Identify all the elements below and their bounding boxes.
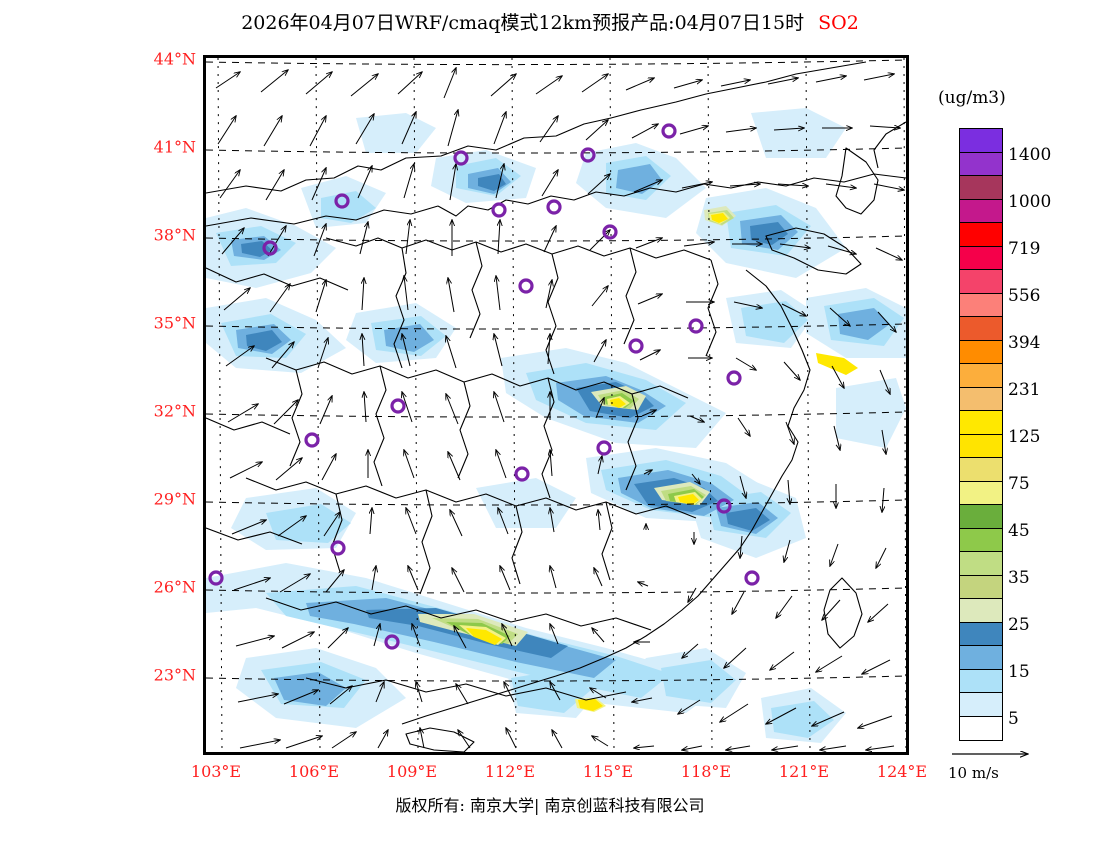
lat-label-44: 44°N [153,49,196,69]
graticule [206,58,906,752]
colorbar-band-8[interactable] [960,317,1002,341]
lon-label-124: 124°E [876,762,928,781]
y-tick-35 [203,326,206,328]
colorbar-band-1[interactable] [960,152,1002,176]
colorbar-band-7[interactable] [960,293,1002,317]
colorbar-band-10[interactable] [960,364,1002,388]
lon-label-121: 121°E [778,762,830,781]
y-tick-38 [203,238,206,240]
colorbar-label-719: 719 [1008,238,1041,259]
colorbar-label-35: 35 [1008,567,1030,588]
concentration-field [206,108,906,743]
colorbar-label-394: 394 [1008,332,1041,353]
lon-label-112: 112°E [484,762,536,781]
colorbar-band-17[interactable] [960,528,1002,552]
chart-title: 2026年04月07日WRF/cmaq模式12km预报产品:04月07日15时 S… [0,8,1100,36]
colorbar[interactable] [959,128,1003,741]
colorbar-label-1400: 1400 [1008,144,1052,165]
colorbar-band-5[interactable] [960,246,1002,270]
colorbar-band-20[interactable] [960,599,1002,623]
lat-label-41: 41°N [153,137,196,157]
colorbar-label-25: 25 [1008,614,1030,635]
colorbar-band-15[interactable] [960,481,1002,505]
map-canvas [206,58,906,752]
colorbar-band-18[interactable] [960,552,1002,576]
y-tick-26 [203,590,206,592]
title-main-text: 2026年04月07日WRF/cmaq模式12km预报产品:04月07日15时 [241,12,805,34]
colorbar-band-21[interactable] [960,622,1002,646]
wind-vector-field [215,68,904,750]
colorbar-band-23[interactable] [960,669,1002,693]
colorbar-band-3[interactable] [960,199,1002,223]
y-tick-44 [203,62,206,64]
lat-label-32: 32°N [153,401,196,421]
wind-scale-legend: 10 m/s [948,745,1088,782]
colorbar-band-2[interactable] [960,176,1002,200]
lon-label-115: 115°E [582,762,634,781]
y-tick-23 [203,678,206,680]
y-tick-41 [203,150,206,152]
colorbar-band-6[interactable] [960,270,1002,294]
lat-label-26: 26°N [153,577,196,597]
colorbar-label-556: 556 [1008,285,1041,306]
colorbar-band-9[interactable] [960,340,1002,364]
colorbar-label-45: 45 [1008,520,1030,541]
colorbar-band-25[interactable] [960,716,1002,740]
map-plot-area[interactable] [203,55,909,755]
lon-label-118: 118°E [680,762,732,781]
copyright-footer: 版权所有: 南京大学| 南京创蓝科技有限公司 [395,796,705,815]
lat-label-29: 29°N [153,489,196,509]
colorbar-band-19[interactable] [960,575,1002,599]
colorbar-band-13[interactable] [960,434,1002,458]
colorbar-label-5: 5 [1008,708,1019,729]
colorbar-band-0[interactable] [960,129,1002,153]
colorbar-units-label: (ug/m3) [938,88,1006,108]
colorbar-band-14[interactable] [960,458,1002,482]
colorbar-band-11[interactable] [960,387,1002,411]
colorbar-label-15: 15 [1008,661,1030,682]
lon-label-103: 103°E [190,762,242,781]
lat-label-38: 38°N [153,225,196,245]
colorbar-label-1000: 1000 [1008,191,1052,212]
colorbar-band-24[interactable] [960,693,1002,717]
lon-label-106: 106°E [288,762,340,781]
colorbar-label-125: 125 [1008,426,1041,447]
y-tick-32 [203,414,206,416]
colorbar-band-4[interactable] [960,223,1002,247]
station-markers[interactable] [208,123,760,650]
colorbar-band-12[interactable] [960,411,1002,435]
lat-label-35: 35°N [153,313,196,333]
colorbar-label-231: 231 [1008,379,1041,400]
colorbar-band-16[interactable] [960,505,1002,529]
wind-scale-label: 10 m/s [948,764,999,782]
lon-label-109: 109°E [386,762,438,781]
lat-label-23: 23°N [153,665,196,685]
wind-scale-arrow [952,745,1038,763]
colorbar-label-75: 75 [1008,473,1030,494]
title-species-label: SO2 [818,12,859,34]
colorbar-band-22[interactable] [960,646,1002,670]
y-tick-29 [203,502,206,504]
